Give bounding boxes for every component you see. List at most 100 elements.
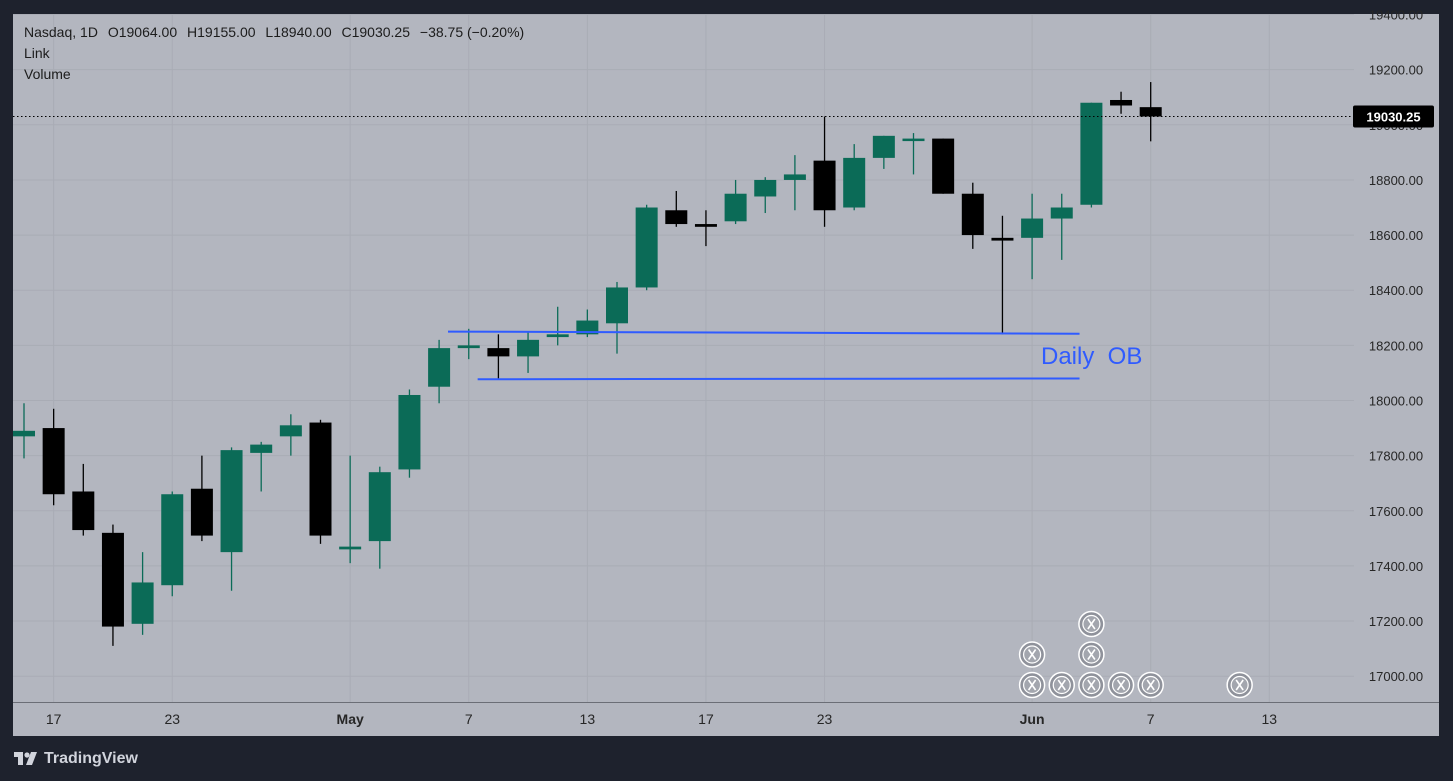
event-marker-icon[interactable] (1137, 671, 1164, 699)
event-markers[interactable] (1018, 610, 1253, 699)
candle-up[interactable] (220, 447, 243, 591)
candle-body (724, 193, 747, 222)
candle-down[interactable] (1110, 91, 1133, 114)
time-tick-label: 23 (164, 711, 180, 727)
price-tick-label: 17200.00 (1369, 614, 1423, 629)
candle-up[interactable] (783, 155, 806, 211)
candle-up[interactable] (428, 339, 451, 404)
candle-body (457, 345, 480, 349)
candle-down[interactable] (665, 190, 688, 227)
zone-top-line[interactable] (447, 330, 1080, 335)
price-axis[interactable]: 17000.00 17200.00 17400.00 17600.00 17800.00… (1369, 8, 1423, 685)
candle-down[interactable] (932, 138, 955, 194)
candle-body (101, 532, 124, 627)
candle-up[interactable] (1021, 193, 1044, 280)
candle-up[interactable] (398, 389, 421, 478)
candle-up[interactable] (872, 135, 895, 169)
candle-body (517, 339, 540, 357)
candle-body (161, 494, 184, 586)
candle-body (220, 450, 243, 553)
candle-up[interactable] (457, 328, 480, 360)
last-price-label: 19030.25 (1366, 109, 1420, 124)
time-tick-label: 7 (465, 711, 473, 727)
price-tick-label: 19200.00 (1369, 63, 1423, 78)
time-tick-label: 7 (1147, 711, 1155, 727)
candle-up[interactable] (902, 133, 925, 175)
candle-down[interactable] (101, 524, 124, 646)
candle-up[interactable] (606, 281, 628, 354)
price-scale-background[interactable] (1354, 14, 1439, 702)
candle-up[interactable] (724, 179, 747, 225)
candle-up[interactable] (754, 177, 777, 214)
time-scale-background[interactable] (13, 702, 1439, 736)
last-price-line: 19030.25 (13, 105, 1434, 128)
legend-link[interactable]: Link (24, 45, 50, 61)
candle-up[interactable] (546, 306, 569, 346)
candle-body (932, 138, 955, 194)
chart-legend: Nasdaq, 1D O19064.00 H19155.00 L18940.00… (24, 22, 530, 85)
candle-up[interactable] (279, 414, 302, 456)
event-marker-glyph (1057, 679, 1066, 691)
candle-up[interactable] (635, 204, 658, 291)
candle-up[interactable] (843, 144, 866, 211)
event-marker-glyph (1146, 679, 1155, 691)
event-marker-icon[interactable] (1107, 671, 1135, 699)
candle-body (1080, 102, 1103, 205)
price-tick-label: 18800.00 (1369, 173, 1423, 188)
legend-change: −38.75 (−0.20%) (419, 24, 525, 40)
candle-body (190, 488, 213, 536)
candle-down[interactable] (487, 334, 510, 379)
candle-up[interactable] (250, 441, 273, 492)
tradingview-brand-name: TradingView (44, 750, 138, 767)
candle-series[interactable] (13, 82, 1162, 646)
candle-body (72, 491, 95, 531)
candle-down[interactable] (42, 408, 65, 506)
candle-up[interactable] (161, 491, 184, 597)
legend-volume[interactable]: Volume (24, 66, 71, 82)
event-marker-icon[interactable] (1048, 671, 1075, 699)
candle-body (843, 157, 866, 208)
candle-body (694, 224, 717, 227)
grid-lines (13, 14, 1354, 702)
candle-down[interactable] (694, 210, 717, 247)
candle-body (754, 179, 777, 197)
event-marker-icon[interactable] (1018, 671, 1046, 699)
candle-up[interactable] (13, 403, 35, 459)
candle-down[interactable] (72, 463, 95, 536)
candle-body (872, 135, 895, 158)
candle-down[interactable] (813, 116, 836, 227)
candle-body (783, 174, 806, 180)
candle-body (368, 472, 391, 542)
tradingview-brand[interactable]: TradingView (14, 748, 138, 770)
candle-body (1021, 218, 1044, 238)
event-marker-icon[interactable] (1078, 671, 1105, 699)
price-tick-label: 18400.00 (1369, 283, 1423, 298)
time-tick-label: 13 (1262, 711, 1278, 727)
zone-bottom-line[interactable] (477, 377, 1080, 381)
event-marker-icon[interactable] (1078, 641, 1105, 668)
candle-up[interactable] (368, 466, 391, 569)
candle-up[interactable] (339, 455, 362, 564)
time-tick-label: 13 (580, 711, 596, 727)
candle-up[interactable] (1080, 102, 1103, 208)
candle-up[interactable] (1050, 193, 1073, 260)
event-marker-icon[interactable] (1018, 641, 1046, 668)
annotations[interactable]: Daily OB (447, 330, 1142, 381)
candle-body (606, 287, 628, 324)
price-tick-label: 18000.00 (1369, 394, 1423, 409)
candle-down[interactable] (190, 455, 213, 542)
candle-down[interactable] (991, 215, 1014, 335)
zone-label[interactable]: Daily OB (1041, 343, 1142, 370)
candle-up[interactable] (517, 331, 540, 373)
event-marker-icon[interactable] (1078, 610, 1105, 638)
candle-body (13, 430, 35, 437)
event-marker-icon[interactable] (1226, 671, 1253, 699)
candle-up[interactable] (131, 552, 154, 635)
legend-symbol[interactable]: Nasdaq, 1D (24, 24, 98, 40)
candle-down[interactable] (1139, 82, 1162, 142)
candle-down[interactable] (309, 419, 332, 544)
last-price-tag (1353, 105, 1434, 128)
time-axis[interactable]: 17 23 May 7 13 17 23 Jun 7 13 (46, 711, 1277, 727)
candle-down[interactable] (961, 182, 984, 249)
